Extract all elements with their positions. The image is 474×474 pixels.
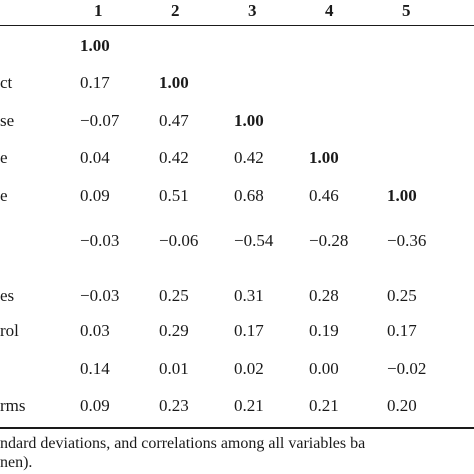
caption-line-1: ndard deviations, and correlations among…	[0, 435, 366, 452]
row-label: se	[0, 111, 15, 130]
table-cell: 1.00	[309, 148, 339, 167]
table-cell: 0.00	[309, 359, 339, 378]
column-header-3: 3	[248, 1, 257, 20]
table-cell: 1.00	[387, 186, 417, 205]
table-cell: 0.23	[159, 396, 189, 415]
table-cell: 0.31	[234, 286, 264, 305]
table-cell: 1.00	[159, 73, 189, 92]
table-cell: −0.03	[80, 231, 120, 250]
row-label: es	[0, 286, 15, 305]
caption-line-2: nen).	[0, 454, 33, 471]
table-cell: 0.68	[234, 186, 264, 205]
table-cell: −0.03	[80, 286, 120, 305]
table-cell: 1.00	[234, 111, 264, 130]
table-cell: 0.46	[309, 186, 339, 205]
table-cell: 0.09	[80, 396, 110, 415]
table-cell: 0.47	[159, 111, 189, 130]
row-label: rol	[0, 321, 19, 340]
row-label: e	[0, 186, 8, 205]
table-cell: 0.17	[80, 73, 110, 92]
table-cell: 0.04	[80, 148, 110, 167]
bottom-rule	[0, 427, 474, 429]
table-cell: 0.03	[80, 321, 110, 340]
table-cell: 0.01	[159, 359, 189, 378]
row-label: ct	[0, 73, 13, 92]
table-cell: −0.02	[387, 359, 427, 378]
table-cell: 0.28	[309, 286, 339, 305]
column-header-5: 5	[402, 1, 411, 20]
column-header-4: 4	[325, 1, 334, 20]
table-cell: 0.17	[234, 321, 264, 340]
table-cell: 0.29	[159, 321, 189, 340]
table-cell: 0.17	[387, 321, 417, 340]
table-cell: −0.54	[234, 231, 274, 250]
table-cell: −0.28	[309, 231, 349, 250]
table-cell: 0.14	[80, 359, 110, 378]
table-cell: 0.42	[234, 148, 264, 167]
table-cell: −0.36	[387, 231, 427, 250]
table-cell: 0.25	[387, 286, 417, 305]
column-header-1: 1	[94, 1, 103, 20]
table-cell: 0.19	[309, 321, 339, 340]
table-cell: 0.42	[159, 148, 189, 167]
table-cell: 0.21	[234, 396, 264, 415]
row-label: e	[0, 148, 8, 167]
table-cell: −0.06	[159, 231, 199, 250]
table-cell: 0.51	[159, 186, 189, 205]
table-cell: 0.20	[387, 396, 417, 415]
table-cell: 0.25	[159, 286, 189, 305]
table-cell: −0.07	[80, 111, 120, 130]
table-cell: 0.09	[80, 186, 110, 205]
row-label: rms	[0, 396, 26, 415]
table-cell: 0.21	[309, 396, 339, 415]
table-cell: 1.00	[80, 36, 110, 55]
table-cell: 0.02	[234, 359, 264, 378]
column-header-2: 2	[171, 1, 180, 20]
top-rule	[0, 25, 474, 26]
